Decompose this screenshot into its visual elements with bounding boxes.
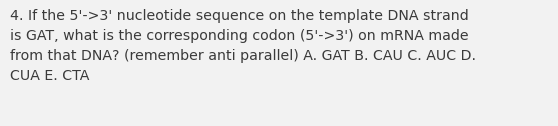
Text: 4. If the 5'->3' nucleotide sequence on the template DNA strand
is GAT, what is : 4. If the 5'->3' nucleotide sequence on … xyxy=(10,9,476,83)
